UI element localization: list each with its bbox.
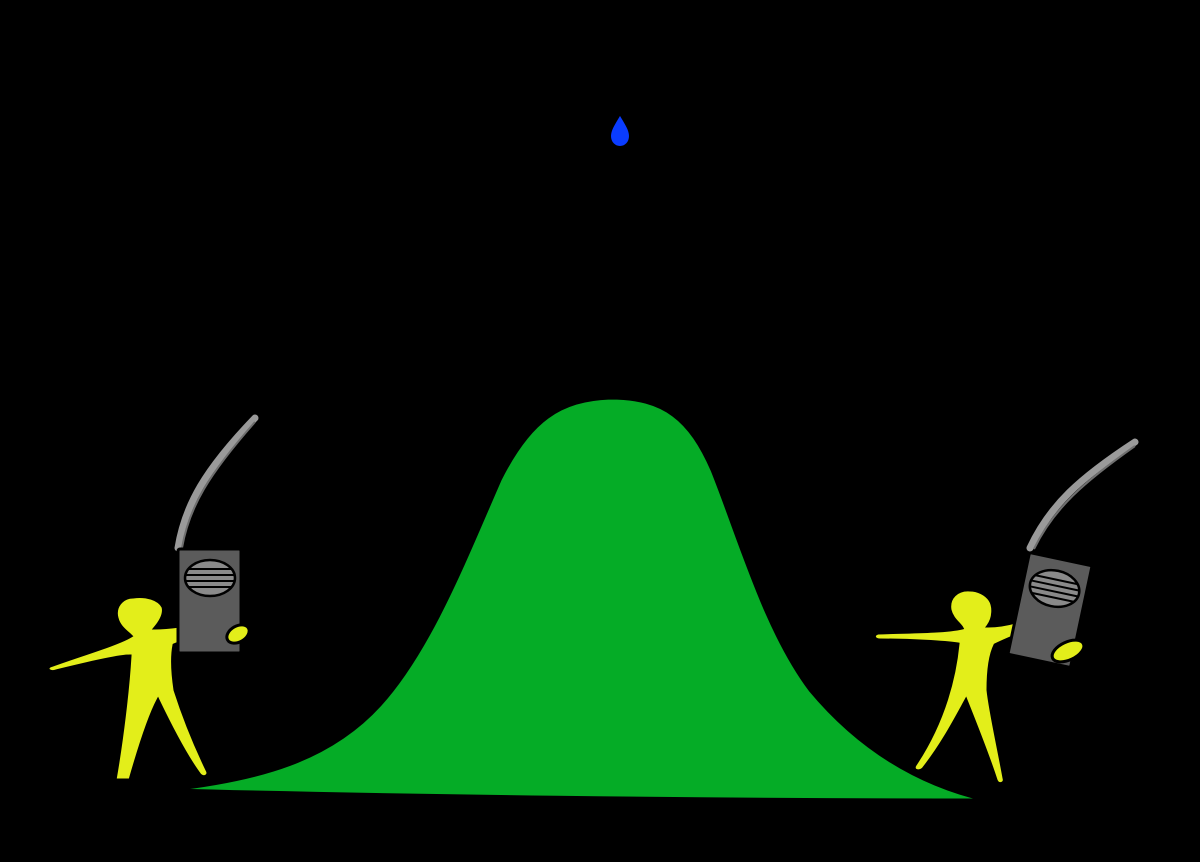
right-antenna xyxy=(1026,438,1139,552)
bell-curve-hill xyxy=(169,396,986,802)
left-antenna xyxy=(174,414,259,552)
left-walkie-talkie xyxy=(176,547,243,655)
left-speaker-icon xyxy=(183,558,237,598)
right-hand xyxy=(1050,638,1086,664)
right-speaker-icon xyxy=(1028,568,1081,609)
water-drop-icon xyxy=(608,112,632,149)
right-person-group xyxy=(872,438,1139,786)
left-hand xyxy=(225,623,251,645)
right-walkie-talkie xyxy=(1006,551,1094,669)
left-person-group xyxy=(46,414,259,782)
